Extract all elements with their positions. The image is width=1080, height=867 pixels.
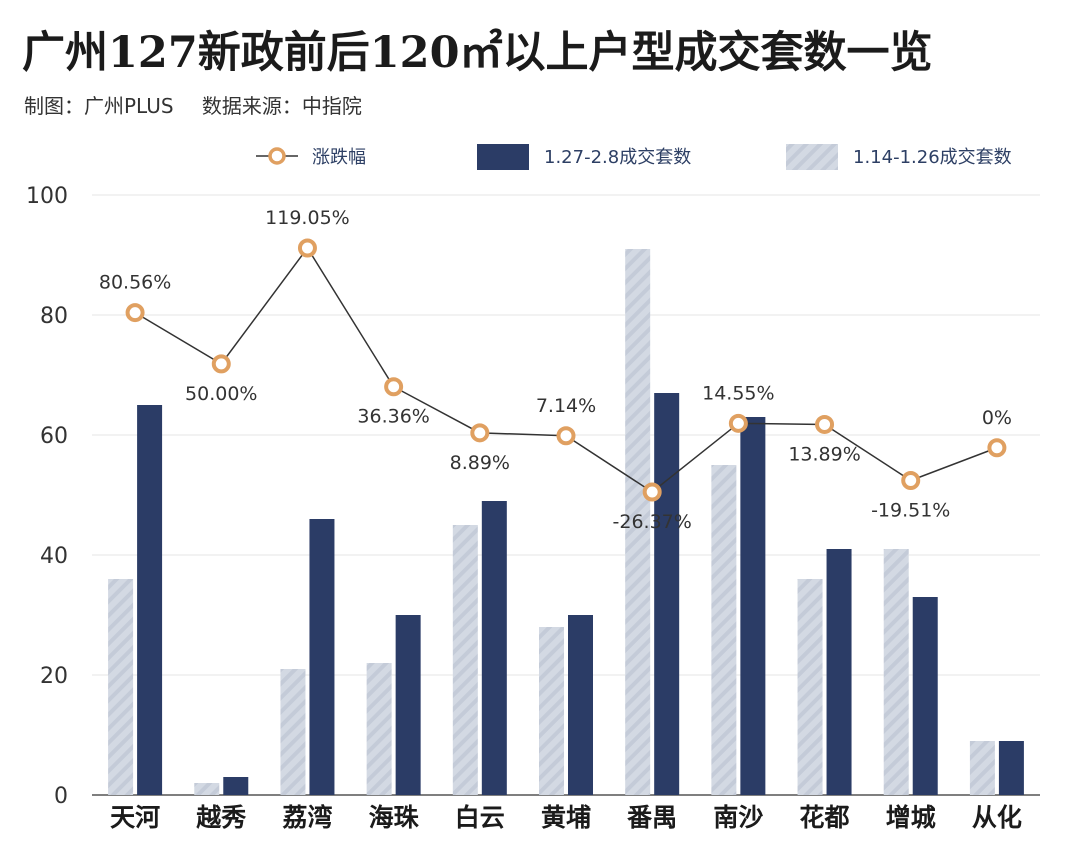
change-label: -19.51% bbox=[871, 499, 950, 521]
y-tick-label: 20 bbox=[40, 664, 68, 689]
change-line: 80.56% 50.00% 119.05% 36.36% 8.89% 7.14% -26.3… bbox=[99, 207, 1012, 533]
x-tick-label: 从化 bbox=[972, 803, 1022, 832]
bar-before-3 bbox=[280, 669, 306, 795]
x-tick-label: 越秀 bbox=[196, 803, 246, 832]
chart-title: 广州127新政前后120㎡以上户型成交套数一览 bbox=[22, 28, 933, 78]
change-label: 7.14% bbox=[536, 395, 596, 417]
change-label: 50.00% bbox=[185, 383, 257, 405]
bar-before-1 bbox=[108, 579, 134, 795]
legend-label: 1.27-2.8成交套数 bbox=[544, 147, 691, 168]
change-point-6 bbox=[556, 426, 576, 446]
bar-after-1 bbox=[137, 405, 163, 795]
bar-after-6 bbox=[568, 615, 593, 795]
y-axis: 0 20 40 60 80 100 bbox=[26, 184, 68, 809]
bar-before-10 bbox=[883, 549, 909, 795]
y-tick-label: 100 bbox=[26, 184, 68, 209]
change-label: -26.37% bbox=[613, 511, 692, 533]
change-label: 119.05% bbox=[265, 207, 350, 229]
bar-after-5 bbox=[481, 501, 507, 795]
legend-light-swatch bbox=[786, 144, 838, 170]
bar-before-2 bbox=[194, 783, 220, 795]
bar-before-6 bbox=[539, 627, 564, 795]
bar-after-9 bbox=[826, 549, 852, 795]
change-point-4 bbox=[384, 377, 404, 397]
change-label: 36.36% bbox=[357, 406, 429, 428]
bar-before-5 bbox=[452, 525, 478, 795]
chart-subtitle: 制图：广州PLUS 数据来源：中指院 bbox=[24, 90, 384, 119]
change-point-1 bbox=[125, 303, 145, 323]
change-point-3 bbox=[297, 238, 317, 258]
bar-before-9 bbox=[797, 579, 823, 795]
bar-after-10 bbox=[912, 597, 938, 795]
credit-text: 制图：广州PLUS bbox=[24, 94, 174, 118]
legend-marker-swatch bbox=[268, 147, 286, 165]
x-tick-label: 海珠 bbox=[369, 803, 420, 832]
bar-after-2 bbox=[223, 777, 249, 795]
bar-after-8 bbox=[740, 417, 766, 795]
change-label: 8.89% bbox=[450, 452, 510, 474]
bar-after-4 bbox=[395, 615, 421, 795]
legend: 涨跌幅 1.27-2.8成交套数 1.14-1.26成交套数 bbox=[256, 144, 1012, 170]
x-tick-label: 白云 bbox=[455, 803, 505, 832]
legend-dark-swatch bbox=[477, 144, 529, 170]
bar-after-11 bbox=[998, 741, 1024, 795]
change-line-path bbox=[134, 246, 998, 493]
x-tick-label: 天河 bbox=[110, 803, 160, 832]
bar-before-7 bbox=[625, 249, 651, 795]
y-tick-label: 0 bbox=[54, 784, 68, 809]
change-point-10 bbox=[901, 470, 921, 490]
legend-label: 1.14-1.26成交套数 bbox=[853, 147, 1012, 168]
y-tick-label: 60 bbox=[40, 424, 68, 449]
legend-label: 涨跌幅 bbox=[312, 147, 366, 168]
x-tick-label: 黄埔 bbox=[541, 803, 591, 832]
y-tick-label: 40 bbox=[40, 544, 68, 569]
x-tick-label: 番禺 bbox=[626, 803, 677, 832]
change-point-9 bbox=[815, 414, 835, 434]
change-point-8 bbox=[728, 413, 748, 433]
change-point-7 bbox=[642, 482, 662, 502]
change-point-5 bbox=[470, 423, 490, 443]
x-tick-label: 增城 bbox=[886, 803, 936, 832]
change-label: 0% bbox=[982, 407, 1012, 429]
bar-before-11 bbox=[969, 741, 995, 795]
bar-before-4 bbox=[366, 663, 392, 795]
source-text: 数据来源：中指院 bbox=[201, 94, 362, 118]
x-tick-label: 花都 bbox=[800, 803, 850, 832]
y-tick-label: 80 bbox=[40, 304, 68, 329]
bar-before-8 bbox=[711, 465, 737, 795]
bars bbox=[108, 249, 1024, 795]
change-point-2 bbox=[211, 354, 231, 374]
change-label: 13.89% bbox=[788, 443, 860, 465]
x-axis: 天河 越秀 荔湾 海珠 白云 黄埔 番禺 南沙 花都 增城 从化 bbox=[110, 803, 1022, 832]
change-point-11 bbox=[987, 438, 1007, 458]
x-tick-label: 南沙 bbox=[713, 803, 763, 832]
bar-after-7 bbox=[654, 393, 680, 795]
change-label: 14.55% bbox=[702, 382, 774, 404]
change-label: 80.56% bbox=[99, 272, 171, 294]
bar-after-3 bbox=[309, 519, 335, 795]
x-tick-label: 荔湾 bbox=[282, 803, 332, 832]
